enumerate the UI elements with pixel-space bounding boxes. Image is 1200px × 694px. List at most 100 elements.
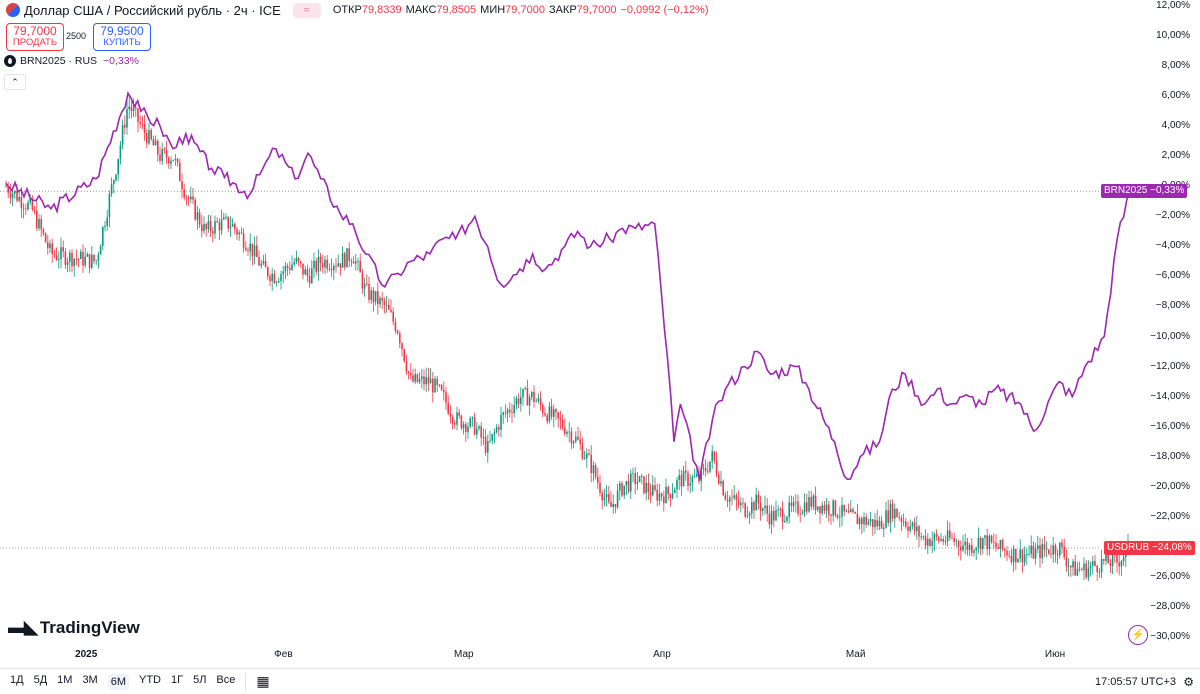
usdrub-candle-body (581, 443, 584, 459)
usdrub-candle-body (700, 469, 702, 482)
usdrub-candle-body (1065, 557, 1068, 567)
usdrub-candle-body (170, 160, 172, 164)
compare-legend[interactable]: BRN2025 · RUS −0,33% (4, 55, 139, 67)
usdrub-candle-body (861, 518, 863, 525)
usdrub-candle-body (269, 276, 271, 282)
usdrub-candle-body (933, 534, 936, 541)
range-button[interactable]: 6М (107, 673, 129, 690)
collapse-legend-button[interactable]: ⌃ (4, 74, 26, 90)
usdrub-candle-body (636, 482, 639, 484)
usdrub-candle-body (913, 522, 916, 532)
usdrub-candle-body (966, 541, 969, 551)
range-button[interactable]: 1Г (171, 673, 184, 686)
usdrub-candle-body (396, 331, 399, 334)
usdrub-candle-body (352, 261, 355, 264)
range-button[interactable]: Все (216, 673, 236, 686)
usdrub-candle-body (1056, 554, 1059, 556)
compare-icon[interactable]: ≈ (292, 2, 321, 18)
usdrub-candle-body (1030, 545, 1032, 554)
clock[interactable]: 17:05:57 UTC+3 (1094, 675, 1176, 688)
usdrub-candle-body (680, 475, 683, 487)
usdrub-price-tag: USDRUB −24,08% (1104, 541, 1195, 556)
usdrub-candle-body (1120, 561, 1123, 567)
usdrub-candle-body (212, 231, 214, 234)
usdrub-candle-body (258, 256, 260, 266)
usdrub-candle-body (623, 485, 625, 496)
calendar-range-icon[interactable]: ▦ (256, 673, 270, 689)
brn2025-tag-value: −0,33% (1150, 185, 1185, 197)
usdrub-candle-body (355, 261, 357, 264)
usdrub-candle-body (465, 424, 467, 433)
usdrub-candle-body (975, 547, 977, 551)
usdrub-candle-body (284, 265, 287, 272)
range-button[interactable]: 3М (82, 673, 98, 686)
symbol-title[interactable]: Доллар США / Российский рубль · 2ч · ICE (24, 2, 281, 18)
usdrub-candle-body (1019, 549, 1021, 559)
usdrub-candle-body (997, 547, 999, 549)
buy-button[interactable]: 79,9500 КУПИТЬ (93, 23, 151, 51)
usdrub-candle-body (95, 260, 97, 262)
usdrub-candle-body (379, 297, 381, 305)
usdrub-candle-body (414, 374, 416, 382)
usdrub-candle-body (117, 158, 119, 175)
usdrub-candle-body (330, 268, 333, 271)
usdrub-candle-body (491, 434, 493, 441)
usdrub-candle-body (597, 476, 599, 483)
y-tick-label: −20,00% (1150, 480, 1190, 492)
range-button[interactable]: 5Д (33, 673, 48, 686)
usdrub-candle-body (1061, 542, 1063, 547)
usdrub-candle-body (146, 133, 148, 144)
usdrub-candle-body (293, 262, 295, 265)
usdrub-candle-body (559, 418, 562, 421)
usdrub-candle-body (1001, 540, 1004, 550)
usdrub-candle-body (735, 495, 738, 501)
x-tick-label: Июн (1044, 649, 1066, 660)
sell-button[interactable]: 79,7000 ПРОДАТЬ (6, 23, 64, 51)
usdrub-candle-body (726, 499, 729, 502)
usdrub-candle-body (1076, 568, 1079, 576)
usdrub-candle-body (533, 392, 535, 402)
usdrub-candle-body (951, 537, 953, 539)
usdrub-candle-body (315, 260, 317, 272)
usdrub-candle-body (1089, 565, 1092, 569)
range-button[interactable]: 1Д (10, 673, 24, 686)
range-button[interactable]: 5Л (193, 673, 207, 686)
usdrub-candle-body (447, 402, 449, 414)
usdrub-candle-body (830, 514, 832, 516)
usdrub-candle-body (157, 140, 159, 155)
range-button[interactable]: YTD (139, 673, 161, 686)
reference-lines (0, 190, 1100, 549)
brn2025-tag-name: BRN2025 (1104, 185, 1148, 197)
usdrub-candle-body (174, 158, 177, 160)
tradingview-logo[interactable]: ▬◣ TradingView (8, 617, 140, 638)
usdrub-candle-body (1054, 545, 1057, 555)
usdrub-candle-body (883, 527, 885, 529)
usdrub-candle-body (194, 199, 196, 220)
usdrub-candle-body (880, 520, 883, 529)
usdrub-candle-body (388, 304, 390, 310)
usdrub-candle-body (346, 248, 348, 268)
usdrub-candle-body (366, 283, 368, 285)
range-button[interactable]: 1М (57, 673, 73, 686)
usdrub-candle-body (350, 260, 353, 262)
usdrub-candle-body (427, 377, 430, 384)
usdrub-candle-body (619, 483, 621, 491)
usdrub-candle-body (542, 405, 544, 414)
bottom-toolbar: 1Д 5Д 1М 3М 6М YTD 1Г 5Л Все ▦ 17:05:57 UTC+3 ⚙ (0, 668, 1200, 694)
usdrub-candle-body (755, 494, 757, 511)
usdrub-candle-body (183, 189, 185, 198)
flash-icon[interactable]: ⚡ (1128, 625, 1148, 645)
usdrub-candle-body (788, 502, 790, 517)
usdrub-candle-body (1004, 549, 1006, 551)
usdrub-candle-body (97, 254, 100, 261)
usdrub-candle-body (955, 541, 958, 543)
usdrub-candle-body (876, 519, 878, 527)
usdrub-candle-body (845, 510, 848, 512)
usdrub-candle-body (471, 417, 474, 419)
usdrub-candle-body (297, 257, 300, 262)
gear-icon[interactable]: ⚙ (1183, 674, 1194, 689)
usdrub-candle-body (467, 426, 469, 433)
usdrub-candle-body (1105, 552, 1107, 561)
usdrub-candle-body (401, 343, 403, 350)
